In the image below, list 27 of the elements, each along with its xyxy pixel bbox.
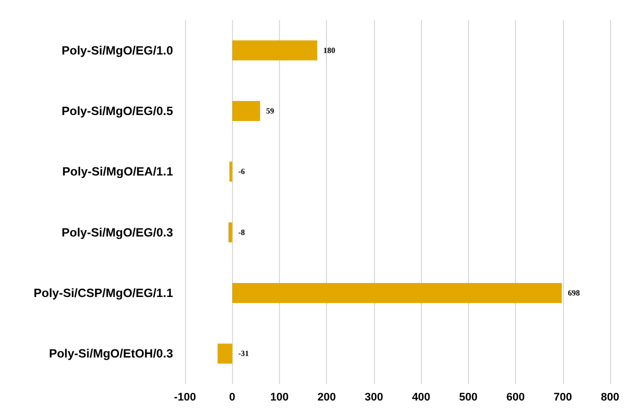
x-tick-label: 600 [506, 392, 525, 404]
y-tick-label: Poly-Si/MgO/EG/0.5 [62, 104, 174, 118]
data-label: -6 [238, 167, 245, 176]
x-tick-label: 300 [364, 392, 384, 404]
x-tick-label: 100 [270, 392, 289, 404]
data-label: -31 [238, 349, 249, 358]
y-tick-label: Poly-Si/MgO/EG/1.0 [62, 43, 174, 58]
bar [232, 40, 318, 60]
data-label: -8 [238, 228, 245, 237]
y-tick-label: Poly-Si/CSP/MgO/EG/1.1 [34, 286, 174, 300]
bar [218, 344, 232, 364]
x-tick-label: 400 [412, 392, 430, 404]
bar [228, 222, 232, 242]
x-tick-label: 800 [600, 392, 620, 404]
bar [232, 283, 562, 303]
data-label: 698 [568, 288, 580, 298]
x-tick-label: 700 [554, 392, 572, 404]
x-tick-label: -100 [174, 392, 196, 404]
y-tick-label: Poly-Si/MgO/EtOH/0.3 [48, 346, 174, 361]
x-tick-label: 200 [317, 392, 336, 404]
x-tick-label: 0 [229, 392, 236, 404]
data-label: 180 [323, 46, 336, 55]
data-label: 59 [266, 106, 274, 116]
bar [232, 101, 260, 121]
x-tick-label: 500 [459, 392, 478, 404]
y-tick-label: Poly-Si/MgO/EG/0.3 [62, 225, 174, 240]
y-tick-label: Poly-Si/MgO/EA/1.1 [62, 164, 174, 179]
